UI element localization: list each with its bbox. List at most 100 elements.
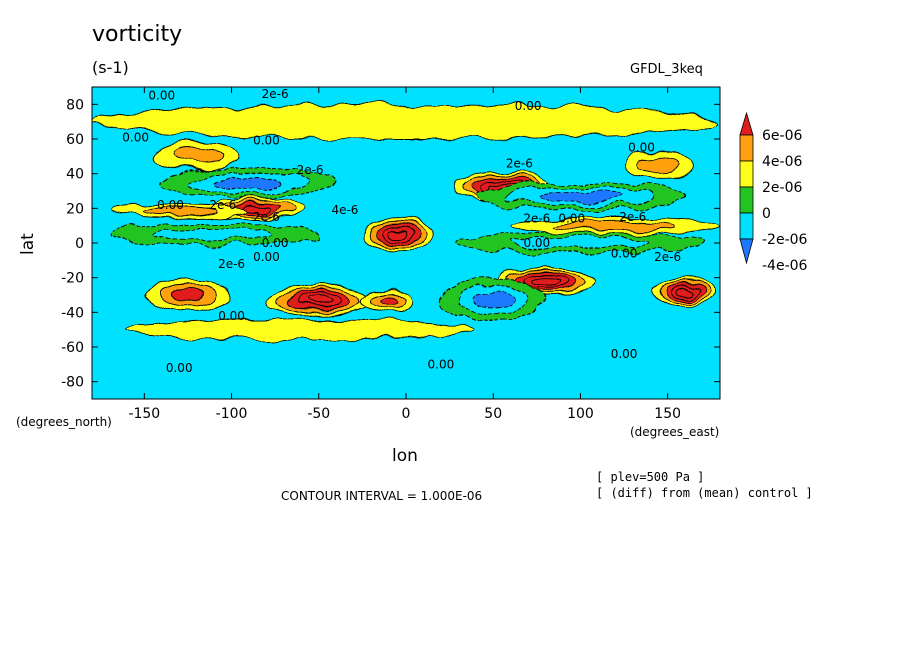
colorbar-label: 2e-06 xyxy=(762,180,802,196)
vorticity-feature xyxy=(92,103,720,140)
contour-band xyxy=(555,220,675,232)
x-axis-label: lon xyxy=(392,446,418,466)
contour-band xyxy=(171,148,222,165)
contour-label: 2e-6 xyxy=(297,163,324,177)
contour-band xyxy=(244,204,272,213)
contour-label: 0.00 xyxy=(611,246,638,260)
vorticity-feature xyxy=(510,216,720,235)
vorticity-feature xyxy=(361,287,416,313)
contour-band xyxy=(676,287,694,296)
colorbar-label: -4e-06 xyxy=(762,258,808,274)
contour-band xyxy=(388,230,407,239)
contour-band xyxy=(472,291,515,309)
model-label: GFDL_3keq xyxy=(630,62,703,77)
x-tick-label: 50 xyxy=(484,406,502,422)
vorticity-feature xyxy=(475,181,686,211)
contour-label: 2e-6 xyxy=(218,257,245,271)
contour-label: 0.00 xyxy=(218,309,245,323)
colorbar-arrow-bottom xyxy=(739,238,754,265)
contour-band xyxy=(154,228,274,241)
y-tick-label: -40 xyxy=(61,305,84,321)
colorbar-swatch xyxy=(739,134,754,162)
y-tick-label: 20 xyxy=(66,201,84,217)
y-tick-label: 60 xyxy=(66,132,84,148)
contour-label: 0.00 xyxy=(166,361,193,375)
contour-label: 0.00 xyxy=(157,198,184,212)
contour-label: 0.00 xyxy=(611,347,638,361)
contour-label: 0.00 xyxy=(558,212,585,226)
contour-band xyxy=(533,277,558,285)
contour-label: 0.00 xyxy=(515,99,542,113)
x-axis: -150 -100 -50 0 50 100 150 xyxy=(128,87,681,422)
contour-label: 2e-6 xyxy=(209,198,236,212)
contour-label: 0.00 xyxy=(148,89,175,103)
vorticity-feature xyxy=(361,218,433,251)
colorbar: 6e-06 4e-06 2e-06 0 -2e-06 -4e-06 xyxy=(739,111,808,274)
contour-band xyxy=(510,236,650,250)
contour-label: 0.00 xyxy=(253,134,280,148)
vorticity-feature xyxy=(440,278,547,322)
x-tick-label: -100 xyxy=(216,406,248,422)
y-tick-label: -20 xyxy=(61,271,84,287)
contour-label: 0.00 xyxy=(122,130,149,144)
colorbar-swatch xyxy=(739,186,754,214)
contour-label: 0.00 xyxy=(253,250,280,264)
vorticity-feature xyxy=(623,150,695,180)
vorticity-feature xyxy=(108,204,250,220)
contour-label: 0.00 xyxy=(523,236,550,250)
colorbar-label: 4e-06 xyxy=(762,154,802,170)
chart-title: vorticity xyxy=(92,22,183,47)
contour-label: 4e-6 xyxy=(331,203,358,217)
level-note: [ plev=500 Pa ] xyxy=(596,470,705,484)
contour-band xyxy=(638,156,680,174)
contour-label: 0.00 xyxy=(262,236,289,250)
contour-label: 2e-6 xyxy=(523,212,550,226)
vorticity-feature xyxy=(108,223,320,246)
colorbar-label: 0 xyxy=(762,206,771,222)
vorticity-feature xyxy=(265,284,372,317)
x-axis-units: (degrees_east) xyxy=(630,425,720,439)
contour-label: 2e-6 xyxy=(654,250,681,264)
vorticity-feature xyxy=(143,278,233,312)
contour-label: 0.00 xyxy=(628,141,655,155)
difference-note: [ (diff) from (mean) control ] xyxy=(596,486,813,500)
contour-band xyxy=(214,176,284,189)
contour-band xyxy=(305,295,333,305)
y-tick-label: -60 xyxy=(61,340,84,356)
contour-label: 2e-6 xyxy=(619,210,646,224)
x-tick-label: -150 xyxy=(128,406,160,422)
contour-band xyxy=(126,318,477,341)
units-label: (s-1) xyxy=(92,58,129,77)
colorbar-label: -2e-06 xyxy=(762,232,808,248)
y-axis-label: lat xyxy=(18,233,38,255)
contour-band xyxy=(538,190,623,203)
contour-band xyxy=(92,103,720,140)
y-axis: 80 60 40 20 0 -20 -40 -60 -80 xyxy=(61,97,720,391)
x-tick-label: 100 xyxy=(567,406,594,422)
x-tick-label: -50 xyxy=(307,406,330,422)
contour-band xyxy=(139,207,220,217)
contour-band xyxy=(377,294,400,306)
colorbar-swatch xyxy=(739,160,754,188)
y-axis-units: (degrees_north) xyxy=(16,415,112,429)
contour-label: 2e-6 xyxy=(262,87,289,101)
contour-band xyxy=(170,288,206,302)
x-tick-label: 0 xyxy=(402,406,411,422)
y-tick-label: 40 xyxy=(66,167,84,183)
vorticity-feature xyxy=(161,168,337,197)
vorticity-feature xyxy=(152,142,241,171)
vorticity-feature xyxy=(126,318,477,341)
x-tick-label: 150 xyxy=(654,406,681,422)
contour-label: 2e-6 xyxy=(253,210,280,224)
colorbar-arrow-top xyxy=(739,111,754,136)
y-tick-label: -80 xyxy=(61,375,84,391)
vorticity-feature xyxy=(653,277,717,306)
contour-label: 2e-6 xyxy=(506,156,533,170)
contour-interval-label: CONTOUR INTERVAL = 1.000E-06 xyxy=(281,489,483,503)
vorticity-feature xyxy=(457,232,704,254)
colorbar-swatch xyxy=(739,212,754,240)
colorbar-label: 6e-06 xyxy=(762,128,802,144)
